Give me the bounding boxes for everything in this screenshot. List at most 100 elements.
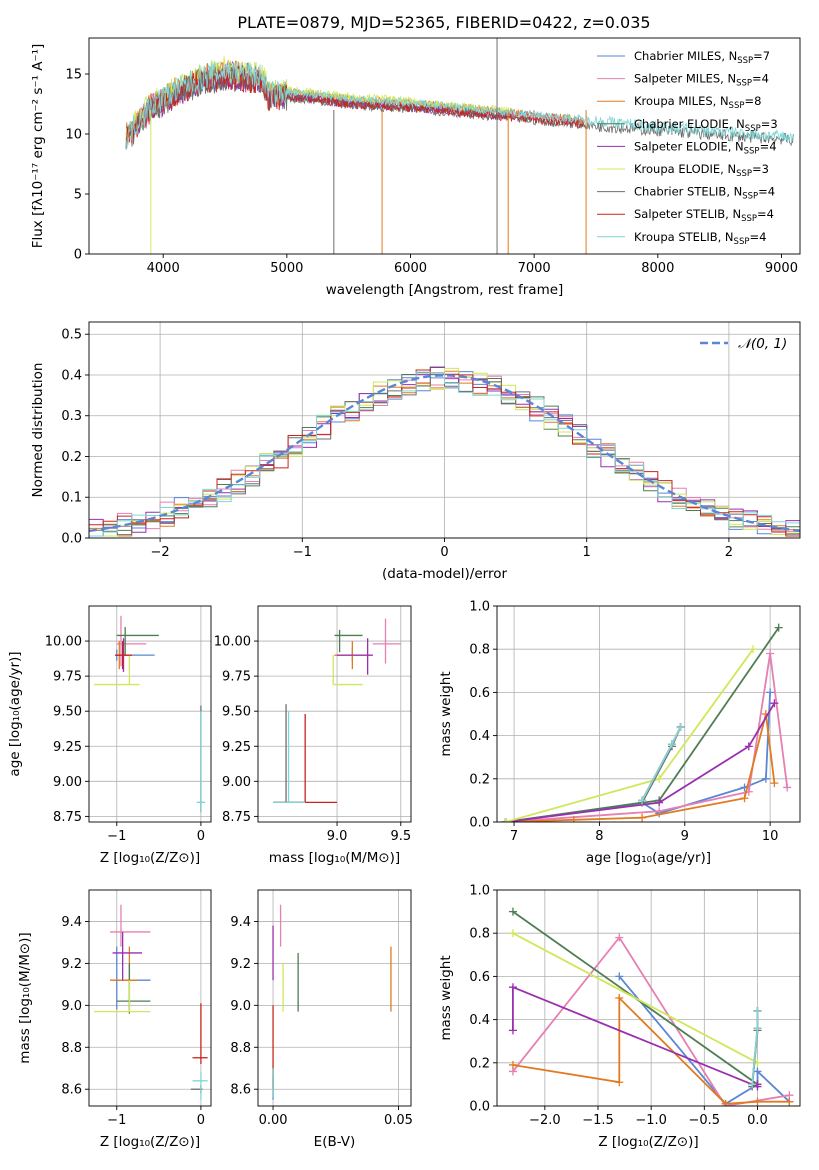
y-tick-label: 9.4 xyxy=(230,915,251,930)
x-tick-label: 6000 xyxy=(394,261,427,276)
x-tick-label: −2.0 xyxy=(529,1113,561,1128)
panel-residuals: −2 −1 0 1 2 0.0 0.1 0.2 0.3 0.4 0.5 (data-model)/er… xyxy=(30,321,801,582)
y-tick-label: 10.00 xyxy=(214,635,251,650)
legend-subscript: SSP xyxy=(745,124,761,134)
weight-marker xyxy=(766,649,775,658)
x-tick-label: 0.0 xyxy=(747,1113,768,1128)
axes-frame xyxy=(88,605,212,823)
x-tick-label: 4000 xyxy=(147,261,180,276)
y-axis-label: mass [log₁₀(M/M⊙)] xyxy=(17,932,33,1063)
weight-line xyxy=(512,995,790,1105)
x-tick-label: 5000 xyxy=(270,261,303,276)
plot-area-age-vs-mass xyxy=(273,618,401,804)
y-axis-label: Normed distribution xyxy=(30,363,46,498)
weight-marker xyxy=(508,1060,517,1069)
weight-marker xyxy=(638,813,647,822)
weight-line xyxy=(505,713,776,822)
y-tick-label: 0.2 xyxy=(61,450,82,465)
x-tick-label: 1 xyxy=(583,545,591,560)
weight-marker xyxy=(761,774,770,783)
weight-marker xyxy=(508,907,517,916)
legend-label-normal: 𝒩(0, 1) xyxy=(738,336,787,352)
legend-subscript: SSP xyxy=(742,192,758,202)
panel-mass-vs-EBV: 0.00 0.05 8.6 8.8 9.0 9.2 9.4 E(B-V) xyxy=(230,889,413,1150)
y-axis-label: mass weight xyxy=(438,955,454,1040)
legend-suffix: =3 xyxy=(761,117,778,131)
axes-frame xyxy=(496,889,801,1107)
legend-label: Kroupa STELIB, NSSP=4 xyxy=(634,230,766,247)
x-axis-label: age [log₁₀(age/yr)] xyxy=(586,850,711,866)
plot-area-mass-vs-Z xyxy=(94,904,208,1100)
weight-marker xyxy=(753,1024,762,1033)
x-tick-label: 9000 xyxy=(765,261,798,276)
axes-frame xyxy=(88,37,801,255)
weight-marker xyxy=(501,818,510,822)
y-tick-label: 8.75 xyxy=(222,810,251,825)
legend-subscript: SSP xyxy=(729,101,745,111)
legend-suffix: =4 xyxy=(757,207,774,221)
axes-frame xyxy=(257,889,412,1107)
x-axis-label: mass [log₁₀(M/M⊙)] xyxy=(269,850,400,866)
y-tick-label: 9.25 xyxy=(222,740,251,755)
weight-marker xyxy=(766,688,775,697)
weight-marker xyxy=(770,699,779,708)
y-tick-label: 9.00 xyxy=(53,775,82,790)
panel-spectrum: 4000 5000 6000 7000 8000 9000 0 5 10 15 wavelength… xyxy=(30,37,801,298)
x-tick-label: 8000 xyxy=(641,261,674,276)
weight-marker xyxy=(748,1080,757,1089)
y-tick-label: 0.4 xyxy=(469,729,490,744)
legend-suffix: =4 xyxy=(760,139,777,153)
y-tick-label: 0.1 xyxy=(61,491,82,506)
legend-suffix: =8 xyxy=(744,94,761,108)
y-tick-label: 9.4 xyxy=(61,915,82,930)
legend-suffix: =7 xyxy=(753,49,770,63)
x-tick-label: 2 xyxy=(725,545,733,560)
panel-age-vs-Z: −1 0 8.75 9.00 9.25 9.50 9.75 10.00 Z [log₁₀(Z/Z… xyxy=(7,605,212,866)
y-tick-label: 15 xyxy=(65,68,82,83)
plot-area-mass-vs-EBV xyxy=(272,904,392,1100)
y-axis-label: Flux [fλ10⁻¹⁷ erg cm⁻² s⁻¹ A⁻¹] xyxy=(30,44,46,249)
y-tick-label: 8.8 xyxy=(61,1041,82,1056)
y-tick-label: 0.2 xyxy=(469,1056,490,1071)
legend-label: Chabrier STELIB, NSSP=4 xyxy=(634,185,775,202)
x-tick-label: 7 xyxy=(510,829,518,844)
weight-marker xyxy=(667,740,676,749)
legend-subscript: SSP xyxy=(737,56,753,66)
legend-subscript: SSP xyxy=(741,214,757,224)
legend-subscript: SSP xyxy=(744,146,760,156)
weight-marker xyxy=(615,1078,624,1087)
weight-marker xyxy=(508,983,517,992)
plot-area-residuals xyxy=(89,366,800,538)
x-tick-label: −1 xyxy=(107,1113,126,1128)
plot-area-age-vs-Z xyxy=(94,615,206,813)
normal-curve xyxy=(89,374,800,533)
weight-marker xyxy=(740,794,749,803)
y-axis-label: mass weight xyxy=(438,671,454,756)
y-tick-label: 9.0 xyxy=(230,999,251,1014)
weight-marker xyxy=(721,1099,730,1106)
x-tick-label: 9.5 xyxy=(390,829,411,844)
y-tick-label: 0.6 xyxy=(469,686,490,701)
y-tick-label: 0.6 xyxy=(469,970,490,985)
y-tick-label: 9.50 xyxy=(53,705,82,720)
x-axis-label: wavelength [Angstrom, rest frame] xyxy=(326,282,564,298)
axes-frame xyxy=(257,605,412,823)
x-tick-label: 0.00 xyxy=(259,1113,288,1128)
panel-weight-vs-age: 7 8 9 10 0.0 0.2 0.4 0.6 0.8 1.0 age [log₁₀(age/yr… xyxy=(438,600,801,866)
weight-marker xyxy=(615,994,624,1002)
weight-line xyxy=(505,702,776,822)
y-tick-label: 1.0 xyxy=(469,600,490,615)
weight-marker xyxy=(615,933,624,942)
x-axis-label: (data-model)/error xyxy=(382,566,508,582)
weight-marker xyxy=(655,798,664,807)
y-tick-label: 8.6 xyxy=(61,1083,82,1098)
x-tick-label: 9 xyxy=(681,829,689,844)
weight-marker xyxy=(569,815,578,822)
y-tick-label: 9.2 xyxy=(61,957,82,972)
y-tick-label: 8.6 xyxy=(230,1083,251,1098)
legend-suffix: =3 xyxy=(752,162,769,176)
weight-marker xyxy=(744,742,753,751)
legend-subscript: SSP xyxy=(736,169,752,179)
y-tick-label: 10 xyxy=(65,128,82,143)
